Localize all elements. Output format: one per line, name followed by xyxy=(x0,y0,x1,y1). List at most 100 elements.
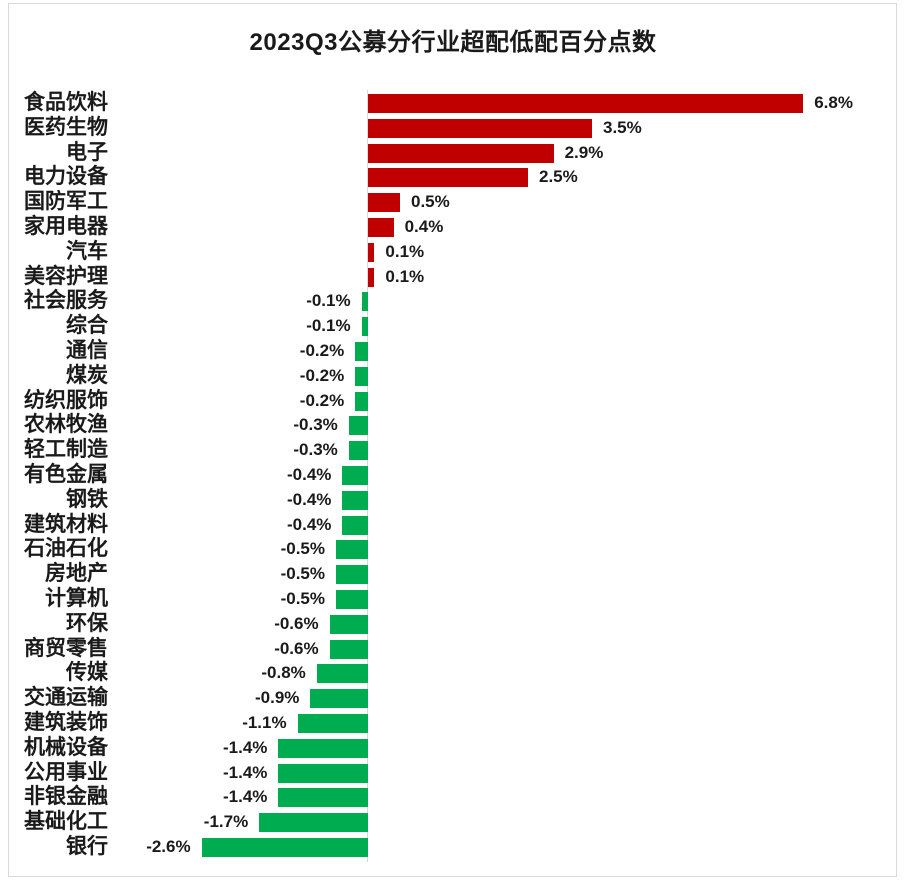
category-label: 有色金属 xyxy=(24,463,108,486)
bar-rows: 食品饮料 6.8% 医药生物 3.5% 电子 2.9% 电力设备 2.5% 国防军工 0.5% 家用… xyxy=(0,91,906,861)
category-label: 商贸零售 xyxy=(24,636,108,660)
bar-row: 商贸零售 -0.6% xyxy=(0,637,906,662)
value-label: -0.2% xyxy=(299,365,345,385)
bar-row: 电子 2.9% xyxy=(0,141,906,166)
bar-row: 计算机 -0.5% xyxy=(0,587,906,612)
bar-negative xyxy=(310,689,368,709)
category-label: 食品饮料 xyxy=(24,91,108,114)
category-label: 社会服务 xyxy=(24,289,108,313)
bar-negative xyxy=(336,540,368,560)
category-label: 环保 xyxy=(66,611,108,635)
category-label: 纺织服饰 xyxy=(24,388,108,412)
value-label: -0.4% xyxy=(286,514,332,534)
bar-positive xyxy=(368,267,375,287)
value-label: 0.5% xyxy=(411,192,450,212)
bar-row: 美容护理 0.1% xyxy=(0,265,906,290)
bar-positive xyxy=(368,168,528,188)
value-label: -1.1% xyxy=(242,713,287,732)
category-label: 石油石化 xyxy=(24,537,108,561)
category-label: 电子 xyxy=(66,140,108,164)
bar-row: 家用电器 0.4% xyxy=(0,215,906,240)
bar-negative xyxy=(348,416,368,436)
bar-positive xyxy=(368,218,394,237)
category-label: 家用电器 xyxy=(24,215,108,238)
bar-row: 电力设备 2.5% xyxy=(0,165,906,190)
bar-row: 食品饮料 6.8% xyxy=(0,91,906,116)
value-label: 0.1% xyxy=(385,266,425,286)
bar-positive xyxy=(368,193,400,213)
bar-row: 石油石化 -0.5% xyxy=(0,537,906,562)
bar-row: 建筑装饰 -1.1% xyxy=(0,711,906,736)
value-label: -1.4% xyxy=(222,762,268,782)
bar-row: 医药生物 3.5% xyxy=(0,116,906,141)
bar-row: 非银金融 -1.4% xyxy=(0,785,906,810)
category-label: 国防军工 xyxy=(24,190,108,214)
category-label: 医药生物 xyxy=(24,115,108,139)
bar-row: 基础化工 -1.7% xyxy=(0,810,906,835)
category-label: 非银金融 xyxy=(24,785,108,809)
value-label: -0.3% xyxy=(293,415,338,435)
value-label: -0.1% xyxy=(306,316,351,336)
value-label: -0.9% xyxy=(254,688,300,708)
bar-negative xyxy=(278,763,368,783)
bar-row: 交通运输 -0.9% xyxy=(0,686,906,711)
category-label: 汽车 xyxy=(66,239,108,263)
value-label: -0.5% xyxy=(280,564,325,584)
value-label: -0.4% xyxy=(286,489,332,509)
bar-row: 纺织服饰 -0.2% xyxy=(0,389,906,414)
value-label: -0.3% xyxy=(293,440,338,460)
value-label: -0.5% xyxy=(280,589,325,608)
value-label: -1.7% xyxy=(203,812,249,832)
bar-row: 机械设备 -1.4% xyxy=(0,736,906,761)
category-label: 综合 xyxy=(66,314,108,338)
value-label: 0.1% xyxy=(385,241,425,261)
value-label: 2.5% xyxy=(539,167,578,187)
category-label: 电力设备 xyxy=(24,165,108,189)
category-label: 机械设备 xyxy=(24,735,108,759)
bar-row: 通信 -0.2% xyxy=(0,339,906,364)
bar-negative xyxy=(342,515,368,535)
bar-row: 有色金属 -0.4% xyxy=(0,463,906,488)
bar-negative xyxy=(329,614,368,634)
bar-negative xyxy=(342,466,368,485)
value-label: -0.2% xyxy=(299,390,345,410)
bar-row: 轻工制造 -0.3% xyxy=(0,438,906,463)
bar-row: 公用事业 -1.4% xyxy=(0,761,906,786)
value-label: -0.6% xyxy=(274,613,319,633)
value-label: -0.4% xyxy=(286,465,332,484)
value-label: 3.5% xyxy=(603,117,642,137)
bar-positive xyxy=(368,118,592,138)
category-label: 交通运输 xyxy=(24,686,108,710)
bar-negative xyxy=(355,391,368,411)
bar-negative xyxy=(355,366,368,386)
value-label: -0.6% xyxy=(274,638,319,658)
category-label: 农林牧渔 xyxy=(24,413,108,437)
bar-row: 传媒 -0.8% xyxy=(0,661,906,686)
bar-negative xyxy=(278,738,368,758)
category-label: 建筑材料 xyxy=(24,512,108,536)
bar-negative xyxy=(329,639,368,659)
bar-negative xyxy=(361,292,368,312)
category-label: 计算机 xyxy=(45,587,108,610)
bar-negative xyxy=(355,342,368,361)
value-label: -0.2% xyxy=(299,341,345,360)
value-label: 0.4% xyxy=(404,217,444,236)
bar-row: 社会服务 -0.1% xyxy=(0,289,906,314)
bar-negative xyxy=(336,565,368,585)
bar-negative xyxy=(201,838,368,857)
bar-negative xyxy=(348,441,368,461)
bar-row: 环保 -0.6% xyxy=(0,612,906,637)
bar-row: 综合 -0.1% xyxy=(0,314,906,339)
bar-negative xyxy=(297,714,368,733)
value-label: -0.1% xyxy=(306,291,351,311)
category-label: 轻工制造 xyxy=(24,438,108,462)
bar-positive xyxy=(368,143,554,163)
category-label: 银行 xyxy=(66,835,108,858)
bar-negative xyxy=(278,788,368,808)
value-label: -0.8% xyxy=(261,663,306,683)
chart-title: 2023Q3公募分行业超配低配百分点数 xyxy=(249,29,657,56)
value-label: 6.8% xyxy=(814,93,853,112)
category-label: 煤炭 xyxy=(66,363,108,387)
value-label: 2.9% xyxy=(564,142,604,162)
value-label: -0.5% xyxy=(280,539,325,559)
